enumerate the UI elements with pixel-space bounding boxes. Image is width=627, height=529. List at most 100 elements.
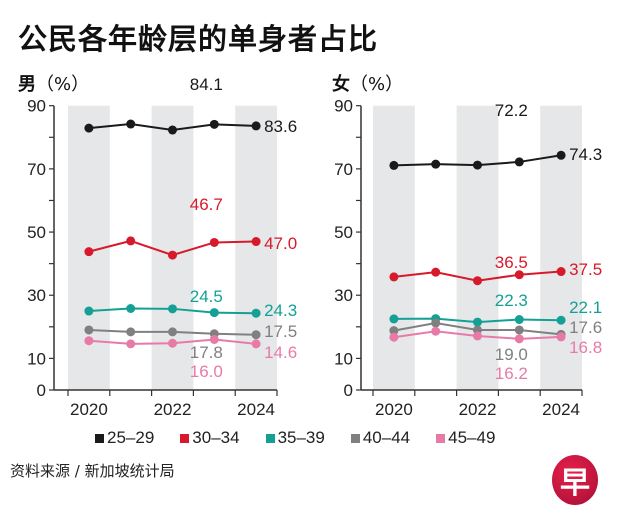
data-label-2024: 83.6 bbox=[264, 117, 297, 136]
data-point bbox=[389, 332, 399, 342]
legend-swatch bbox=[436, 433, 446, 443]
y-tick-label: 50 bbox=[334, 223, 353, 242]
legend-swatch bbox=[95, 433, 104, 443]
data-label-2024: 24.3 bbox=[264, 301, 297, 320]
data-point bbox=[84, 247, 94, 257]
legend-label: 25–29 bbox=[107, 428, 155, 447]
data-point bbox=[168, 338, 177, 348]
data-point bbox=[389, 272, 399, 282]
female-panel-label: 女（%） bbox=[332, 70, 403, 96]
data-point bbox=[556, 315, 566, 325]
legend-swatch bbox=[350, 433, 360, 443]
y-tick-label: 30 bbox=[27, 286, 46, 305]
legend-item: 35–39 bbox=[265, 428, 325, 448]
data-point bbox=[473, 317, 482, 327]
data-label-2023: 22.3 bbox=[495, 291, 528, 310]
data-point bbox=[431, 159, 441, 169]
data-label-2023: 17.8 bbox=[190, 343, 223, 362]
year-band bbox=[373, 105, 415, 390]
male-panel-label: 男（%） bbox=[18, 70, 89, 96]
data-point bbox=[389, 326, 399, 336]
data-point bbox=[209, 237, 219, 247]
data-point bbox=[431, 267, 441, 277]
data-point bbox=[251, 237, 261, 247]
legend-item: 30–34 bbox=[180, 428, 240, 448]
data-point bbox=[126, 304, 136, 314]
x-tick-label: 2022 bbox=[459, 400, 497, 419]
y-tick-label: 90 bbox=[334, 97, 353, 116]
data-point bbox=[126, 119, 136, 129]
data-point bbox=[168, 250, 177, 260]
data-label-2024: 17.5 bbox=[264, 322, 297, 341]
data-point bbox=[84, 336, 94, 346]
data-point bbox=[514, 270, 524, 280]
data-point bbox=[473, 276, 482, 286]
data-label-2024: 74.3 bbox=[569, 145, 602, 164]
data-point bbox=[209, 334, 219, 344]
data-point bbox=[389, 314, 399, 324]
x-tick-label: 2020 bbox=[375, 400, 413, 419]
data-label-2023: 19.0 bbox=[495, 345, 528, 364]
data-point bbox=[84, 325, 94, 335]
male-label: 男 bbox=[18, 74, 36, 95]
data-point bbox=[556, 267, 566, 277]
legend-label: 40–44 bbox=[362, 428, 411, 447]
data-point bbox=[126, 327, 136, 337]
y-tick-label: 50 bbox=[27, 223, 46, 242]
legend-item: 40–44 bbox=[350, 428, 411, 448]
y-tick-label: 10 bbox=[334, 349, 353, 368]
data-point bbox=[168, 125, 177, 135]
x-tick-label: 2024 bbox=[542, 400, 580, 419]
data-label-2023: 36.5 bbox=[495, 253, 528, 272]
female-panel: 0 10 30 50 70 90 2020 2022 2024 72.2 74.3 36.5 37.5 2… bbox=[334, 97, 602, 419]
x-tick-label: 2024 bbox=[237, 400, 275, 419]
data-point bbox=[473, 160, 482, 170]
x-tick-label: 2022 bbox=[154, 400, 192, 419]
y-tick-label: 10 bbox=[27, 349, 46, 368]
male-unit: （%） bbox=[36, 74, 90, 95]
data-label-2024: 16.8 bbox=[569, 338, 602, 357]
data-point bbox=[168, 304, 177, 314]
data-point bbox=[473, 331, 482, 341]
y-tick-label: 90 bbox=[27, 97, 46, 116]
data-point bbox=[209, 308, 219, 318]
data-point bbox=[209, 119, 219, 129]
legend: 25–29 30–34 35–39 40–44 45–49 bbox=[95, 428, 495, 448]
data-point bbox=[514, 334, 524, 344]
data-point bbox=[251, 308, 261, 318]
data-label-2023: 84.1 bbox=[190, 75, 223, 94]
y-tick-label: 0 bbox=[344, 381, 353, 400]
legend-label: 30–34 bbox=[192, 428, 240, 447]
female-unit: （%） bbox=[350, 74, 404, 95]
year-band bbox=[456, 105, 499, 390]
data-point bbox=[431, 326, 441, 336]
legend-label: 35–39 bbox=[277, 428, 325, 447]
female-label: 女 bbox=[332, 74, 350, 95]
y-tick-label: 70 bbox=[334, 160, 353, 179]
data-point bbox=[168, 327, 177, 337]
data-point bbox=[514, 315, 524, 325]
data-point bbox=[431, 318, 441, 328]
legend-item: 45–49 bbox=[436, 428, 495, 448]
data-point bbox=[514, 325, 524, 335]
data-point bbox=[84, 123, 94, 133]
y-tick-label: 0 bbox=[37, 381, 46, 400]
data-point bbox=[251, 339, 261, 349]
data-point bbox=[126, 236, 136, 246]
data-point bbox=[556, 332, 566, 342]
data-point bbox=[251, 121, 261, 131]
data-point bbox=[251, 330, 261, 340]
data-point bbox=[84, 306, 94, 316]
y-tick-label: 70 bbox=[27, 160, 46, 179]
source-note: 资料来源 / 新加坡统计局 bbox=[10, 462, 175, 480]
data-point bbox=[514, 157, 524, 167]
legend-swatch bbox=[180, 433, 190, 443]
x-tick-label: 2020 bbox=[70, 400, 108, 419]
legend-item: 25–29 bbox=[95, 428, 154, 448]
legend-swatch bbox=[265, 433, 275, 443]
data-label-2023: 46.7 bbox=[190, 195, 223, 214]
data-point bbox=[389, 160, 399, 170]
data-label-2023: 16.0 bbox=[190, 362, 223, 381]
chart-title: 公民各年龄层的单身者占比 bbox=[18, 22, 379, 56]
data-label-2023: 72.2 bbox=[495, 101, 528, 120]
